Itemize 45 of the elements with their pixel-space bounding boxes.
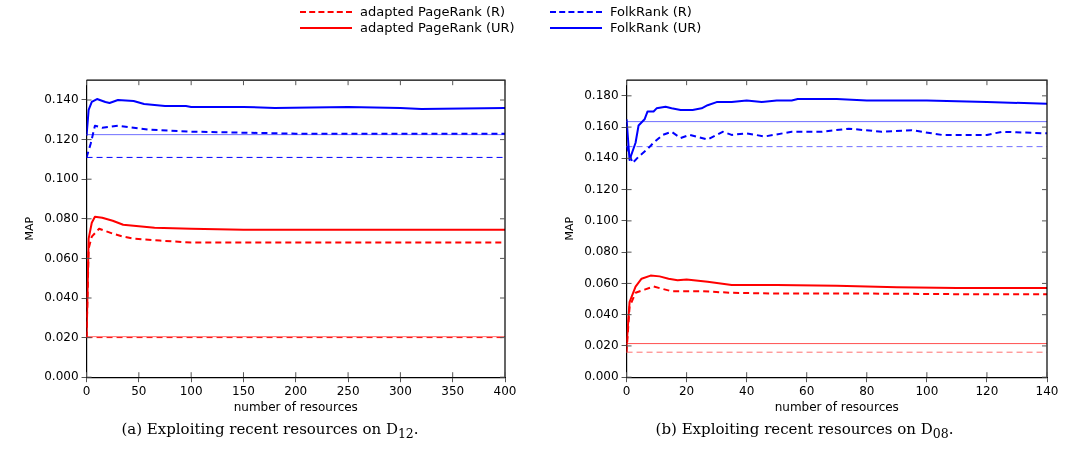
- x-tick-label: 100: [915, 383, 939, 398]
- x-tick-label: 0: [622, 383, 631, 398]
- legend-label: adapted PageRank (UR): [360, 20, 515, 35]
- legend-label: FolkRank (UR): [610, 20, 702, 35]
- y-axis-title: MAP: [23, 216, 37, 241]
- text: (b) Exploiting recent resources on D$_{08}$.: [654, 420, 955, 441]
- y-tick-label: 0.020: [44, 329, 79, 344]
- x-tick-label: 0: [82, 383, 91, 398]
- y-tick-label: 0.120: [44, 131, 79, 146]
- legend-label: adapted PageRank (R): [360, 4, 506, 19]
- y-tick-label: 0.080: [584, 244, 619, 259]
- x-tick-label: 20: [678, 383, 695, 398]
- y-tick-label: 0.060: [584, 275, 619, 290]
- y-tick-label: 0.000: [584, 369, 619, 384]
- x-tick-label: 80: [859, 383, 875, 398]
- text: (a) Exploiting recent resources on D$_{12}$.: [120, 420, 420, 441]
- y-tick-label: 0.040: [44, 290, 79, 305]
- x-tick-label: 40: [739, 383, 755, 398]
- x-tick-label: 100: [179, 383, 203, 398]
- y-tick-label: 0.020: [584, 338, 619, 353]
- y-tick-label: 0.140: [44, 92, 79, 107]
- x-tick-label: 150: [232, 383, 255, 398]
- y-tick-label: 0.160: [584, 119, 619, 134]
- y-axis-title: MAP: [563, 216, 577, 241]
- x-tick-label: 50: [131, 383, 147, 398]
- x-tick-label: 60: [799, 383, 815, 398]
- y-tick-label: 0.060: [44, 250, 79, 265]
- x-tick-label: 200: [284, 383, 308, 398]
- x-tick-label: 350: [441, 383, 465, 398]
- x-axis-title: number of resources: [774, 399, 899, 414]
- x-tick-label: 400: [493, 383, 517, 398]
- x-tick-label: 250: [336, 383, 360, 398]
- x-tick-label: 120: [975, 383, 999, 398]
- y-tick-label: 0.040: [584, 306, 619, 321]
- y-tick-label: 0.000: [44, 369, 79, 384]
- y-tick-label: 0.100: [584, 213, 619, 228]
- legend-label: FolkRank (R): [610, 4, 692, 19]
- y-tick-label: 0.100: [44, 171, 79, 186]
- y-tick-label: 0.140: [584, 150, 619, 165]
- x-tick-label: 140: [1035, 383, 1059, 398]
- y-tick-label: 0.180: [584, 87, 619, 102]
- y-tick-label: 0.120: [584, 181, 619, 196]
- x-axis-title: number of resources: [233, 399, 358, 414]
- x-tick-label: 300: [388, 383, 412, 398]
- y-tick-label: 0.080: [44, 210, 79, 225]
